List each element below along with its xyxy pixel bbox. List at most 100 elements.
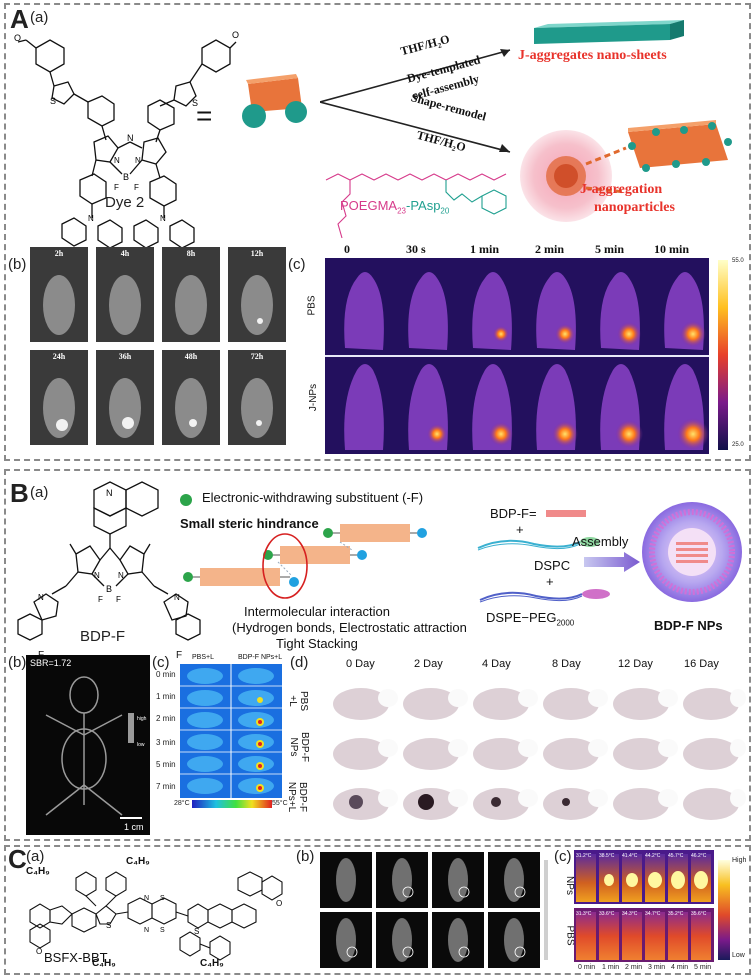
a-b-time-4: 24h <box>52 352 66 361</box>
legend-text: Electronic-withdrawing substituent (-F) <box>202 490 424 505</box>
b-d-day-1: 2 Day <box>414 658 443 670</box>
svg-text:N: N <box>114 156 120 165</box>
a-b-time-2: 8h <box>186 249 196 258</box>
b-b-scalebar-label: 1 cm <box>124 822 144 832</box>
bdpf-structure: N N N B F F N N <box>17 481 201 641</box>
svg-text:N: N <box>144 895 149 902</box>
c-c-high: High <box>732 857 747 864</box>
a-b-time-1: 4h <box>120 249 130 258</box>
b-d-day-4: 12 Day <box>618 658 653 670</box>
panel-a-a-label: (a) <box>30 9 49 26</box>
svg-text:N: N <box>106 488 113 498</box>
svg-text:N: N <box>160 214 166 223</box>
dye-cartoon <box>242 74 307 128</box>
plus-2: + <box>546 574 554 589</box>
dspc-label: DSPC <box>534 558 571 573</box>
svg-text:N: N <box>127 133 134 143</box>
a-c-time-3: 2 min <box>535 242 565 256</box>
bdpf-np-label: BDP-F NPs <box>654 618 723 633</box>
c-a-sub-2: C₄H₉ <box>126 856 150 867</box>
c-c-time-1: 1 min <box>602 964 620 971</box>
c-c-temp-top-1: 38.5°C <box>599 853 615 859</box>
c-a-sub-3: C₄H₉ <box>92 958 116 969</box>
a-c-thermal-grid <box>325 258 709 454</box>
c-c-temp-bot-2: 34.3°C <box>622 911 638 917</box>
b-c-scale-max: 55°C <box>272 800 288 807</box>
svg-text:O: O <box>276 899 282 908</box>
svg-text:N: N <box>144 927 149 934</box>
b-b-bar-low: low <box>137 742 145 748</box>
a-c-scale-max: 55.0 <box>732 258 744 264</box>
svg-text:F: F <box>98 595 103 604</box>
a-b-time-7: 72h <box>250 352 264 361</box>
svg-text:S: S <box>50 96 56 106</box>
b-c-time-5: 7 min <box>156 782 176 791</box>
interaction-text-1: Intermolecular interaction <box>244 604 390 619</box>
bdpf-f-right: F <box>176 650 183 661</box>
c-c-temp-top-3: 44.2°C <box>645 853 661 859</box>
a-c-row-1: J-NPs <box>308 383 320 412</box>
c-c-time-4: 4 min <box>671 964 689 971</box>
polymer-label: POEGMA23-PAsp20 <box>340 198 449 216</box>
c-c-low: Low <box>732 952 745 959</box>
c-c-temp-bot-4: 35.2°C <box>668 911 684 917</box>
svg-text:N: N <box>94 571 100 580</box>
b-b-sbr: SBR=1.72 <box>30 658 72 668</box>
a-c-time-1: 30 s <box>406 242 426 256</box>
b-c-scale-min: 28°C <box>174 800 190 807</box>
a-c-scale-min: 25.0 <box>732 442 744 448</box>
dspe-label: DSPE−PEG2000 <box>486 610 574 628</box>
c-c-temp-top-0: 31.2°C <box>576 853 592 859</box>
b-d-day-3: 8 Day <box>552 658 581 670</box>
svg-text:S: S <box>160 927 165 934</box>
panel-c <box>4 845 751 975</box>
panel-b-c-label: (c) <box>152 654 170 671</box>
polymer-2-sub: 20 <box>440 206 450 216</box>
a-c-row-0: PBS <box>306 295 318 316</box>
c-c-temp-top-5: 46.2°C <box>691 853 707 859</box>
equals-sign: = <box>196 100 213 131</box>
a-c-time-5: 10 min <box>654 242 690 256</box>
svg-text:F: F <box>114 183 119 192</box>
b-c-time-3: 3 min <box>156 738 176 747</box>
svg-text:S: S <box>194 927 199 936</box>
c-c-temp-bot-1: 33.6°C <box>599 911 615 917</box>
b-d-day-0: 0 Day <box>346 658 375 670</box>
svg-text:N: N <box>88 214 94 223</box>
interaction-text-3: Tight Stacking <box>276 636 358 651</box>
panel-b <box>4 469 751 841</box>
b-d-row-1-a: BDP-F <box>299 732 310 762</box>
svg-text:N: N <box>118 571 124 580</box>
bdpf-name: BDP-F <box>80 628 125 645</box>
hindrance-text: Small steric hindrance <box>180 516 319 531</box>
b-d-row-1: BDP-F NPs <box>288 732 310 762</box>
panel-a <box>4 3 751 461</box>
bdpf-np-cartoon <box>642 502 742 602</box>
nanoparticle-label-1: J-aggregation <box>580 182 663 197</box>
b-b-image <box>26 655 150 835</box>
dspe-name: DSPE−PEG <box>486 610 557 625</box>
panel-c-letter: C <box>8 844 27 874</box>
c-c-thermal-grid <box>574 850 714 962</box>
c-c-time-0: 0 min <box>578 964 596 971</box>
c-c-temp-bot-0: 31.3°C <box>576 911 592 917</box>
b-d-row-0-b: +L <box>287 695 299 707</box>
c-c-time-5: 5 min <box>694 964 712 971</box>
bsfx-bbt-structure: S N S N S S O O <box>29 871 283 961</box>
svg-text:O: O <box>36 947 42 956</box>
panel-b-b-label: (b) <box>8 654 27 671</box>
c-c-temp-bot-3: 34.7°C <box>645 911 661 917</box>
svg-text:S: S <box>160 895 165 902</box>
a-c-time-4: 5 min <box>595 242 625 256</box>
svg-text:O: O <box>14 33 21 43</box>
dspc-cartoon <box>477 537 600 551</box>
dye2-name: Dye 2 <box>105 194 145 211</box>
b-d-row-0-a: PBS <box>298 690 310 712</box>
b-c-col-0: PBS+L <box>192 654 214 661</box>
dye2-structure: O O S S N N N B F F N N <box>14 30 239 249</box>
a-b-time-5: 36h <box>118 352 132 361</box>
assembly-label: Assembly <box>572 534 629 549</box>
plus-1: + <box>516 522 524 537</box>
a-c-colorbar <box>718 260 728 450</box>
svg-text:N: N <box>135 156 141 165</box>
